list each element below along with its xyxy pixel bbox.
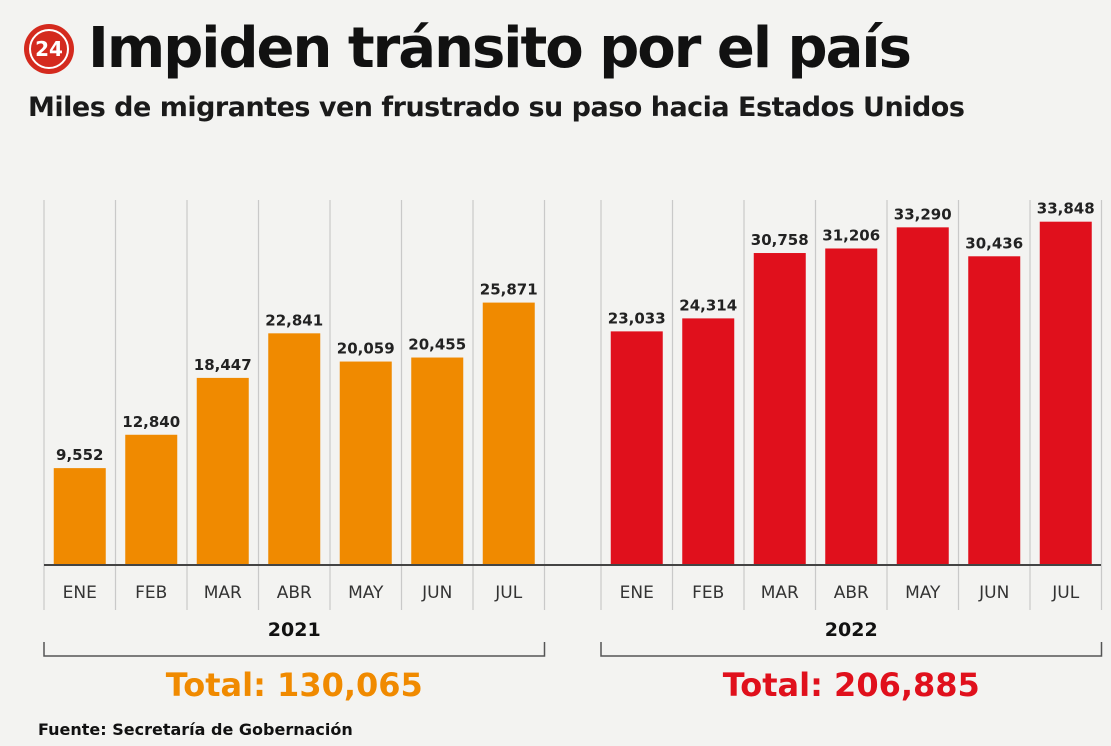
- logo-icon: 24: [24, 24, 74, 74]
- data-label: 18,447: [194, 356, 252, 374]
- year-bracket: [600, 642, 1103, 657]
- category-label: MAY: [348, 583, 384, 603]
- data-label: 9,552: [56, 446, 103, 464]
- total-label: Total: 130,065: [166, 666, 423, 704]
- data-label: 33,848: [1037, 200, 1095, 218]
- category-label: ABR: [277, 583, 312, 603]
- data-label: 25,871: [480, 281, 538, 299]
- bar-2022-abr: [825, 248, 878, 565]
- bar-2021-may: [339, 361, 392, 565]
- category-label: FEB: [692, 583, 724, 603]
- category-label: JUL: [494, 583, 522, 603]
- bar-2021-jul: [482, 302, 535, 565]
- data-label: 12,840: [122, 413, 180, 431]
- data-label: 22,841: [265, 311, 323, 329]
- category-label: ENE: [620, 583, 654, 603]
- bar-2022-jun: [968, 256, 1021, 565]
- category-label: FEB: [135, 583, 167, 603]
- data-label: 30,436: [965, 234, 1023, 252]
- page-title: Impiden tránsito por el país: [88, 16, 912, 81]
- bar-2022-ene: [610, 331, 663, 565]
- category-label: JUN: [421, 583, 452, 603]
- year-label: 2021: [268, 619, 321, 641]
- logo-text: 24: [35, 37, 63, 61]
- page-subtitle: Miles de migrantes ven frustrado su paso…: [28, 92, 965, 123]
- category-label: ENE: [63, 583, 97, 603]
- data-label: 33,290: [894, 205, 952, 223]
- bar-2021-jun: [411, 357, 464, 565]
- bar-2022-jul: [1039, 221, 1092, 565]
- data-label: 23,033: [608, 309, 666, 327]
- category-label: JUL: [1051, 583, 1079, 603]
- bar-2021-ene: [53, 468, 106, 565]
- total-label: Total: 206,885: [723, 666, 980, 704]
- category-label: MAR: [761, 583, 799, 603]
- data-label: 24,314: [679, 296, 737, 314]
- source-note: Fuente: Secretaría de Gobernación: [38, 720, 353, 739]
- bar-2021-feb: [125, 434, 178, 565]
- bar-2022-may: [896, 227, 949, 565]
- data-label: 30,758: [751, 231, 809, 249]
- bar-2022-mar: [753, 253, 806, 565]
- data-label: 20,059: [337, 340, 395, 358]
- category-label: ABR: [834, 583, 869, 603]
- year-label: 2022: [825, 619, 878, 641]
- bar-2021-mar: [196, 377, 249, 565]
- data-label: 31,206: [822, 226, 880, 244]
- year-bracket: [43, 642, 546, 657]
- bar-2022-feb: [682, 318, 735, 565]
- bar-2021-abr: [268, 333, 321, 565]
- category-label: JUN: [978, 583, 1009, 603]
- data-label: 20,455: [408, 336, 466, 354]
- category-label: MAY: [905, 583, 941, 603]
- category-label: MAR: [204, 583, 242, 603]
